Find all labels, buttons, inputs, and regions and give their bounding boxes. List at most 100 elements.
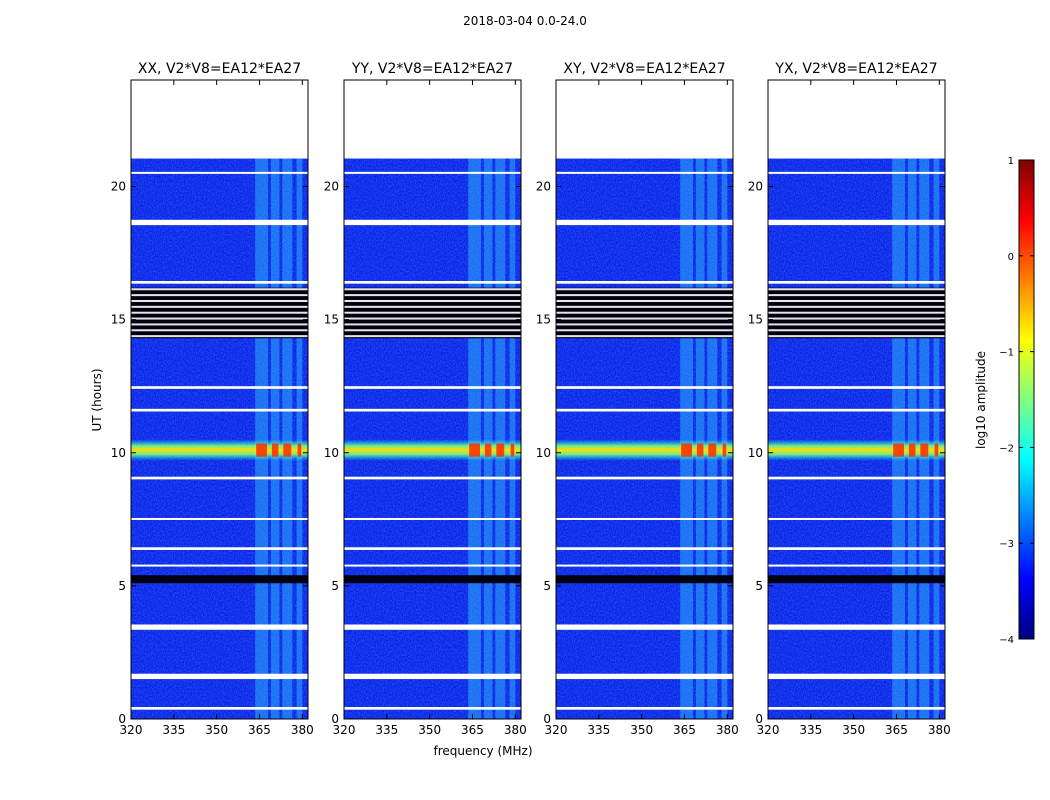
rfi-hotspot [908,443,916,457]
panel-3: YX, V2*V8=EA12*EA27 320 335 350 365 380 0 5 10 15… [748,61,951,737]
x-tick-label: 365 [461,723,484,737]
waterfall-noise [344,158,521,719]
flag-gap [131,547,308,550]
flag-gap [344,517,521,520]
flag-gap [556,476,733,480]
rfi-hotspot [934,443,939,457]
flag-gap [344,624,521,630]
rfi-column [255,158,269,719]
x-tick-label: 335 [375,723,398,737]
colorbar: 1 0 −1 −2 −3 −4 log10 amplitude [974,156,1035,646]
rfi-hotspot [297,443,302,457]
flag-line [344,329,521,332]
flag-gap [768,517,945,520]
flag-line [131,305,308,308]
y-tick-label: 15 [324,313,339,327]
x-tick-label: 335 [799,723,822,737]
axes-frame [343,79,522,720]
x-tick-label: 350 [205,723,228,737]
flag-gap [131,171,308,174]
flag-gap [556,624,733,630]
dark-band [556,575,733,584]
flag-gap [556,547,733,550]
y-tick-label: 5 [543,579,551,593]
flag-line [344,288,521,291]
rfi-hotspot [510,443,515,457]
rfi-column [483,158,493,719]
flag-gap [131,476,308,480]
y-tick-label: 0 [118,712,126,726]
axes-frame [555,79,734,720]
flag-gap [556,386,733,389]
y-tick-label: 10 [536,446,551,460]
rfi-band [131,439,308,461]
waterfall-noise [768,158,945,719]
colorbar-tick-label: 0 [1008,252,1014,263]
rfi-hotspot [469,443,481,457]
y-tick-label: 20 [748,180,763,194]
flag-line [768,305,945,308]
flag-gap [131,673,308,680]
x-tick-label: 350 [630,723,653,737]
y-tick-label: 10 [111,446,126,460]
x-tick-label: 365 [248,723,271,737]
x-tick-label: 320 [333,723,356,737]
flag-gap [556,517,733,520]
flag-line [131,288,308,291]
y-tick-label: 15 [111,313,126,327]
flag-line [344,323,521,326]
flag-gap [768,171,945,174]
rfi-hotspot [893,443,905,457]
flag-gap [768,408,945,412]
rfi-hotspot [496,443,505,457]
flag-gap [556,673,733,680]
flag-line [768,317,945,320]
flag-line [556,288,733,291]
rfi-column [707,158,718,719]
y-tick-label: 5 [118,579,126,593]
flag-gap [131,281,308,284]
rfi-column [933,158,940,719]
rfi-hotspot [696,443,704,457]
rfi-column [296,158,303,719]
y-tick-label: 0 [755,712,763,726]
flag-line [344,294,521,297]
rfi-hotspot [256,443,268,457]
waterfall-noise [556,158,733,719]
flag-line [131,323,308,326]
panel-title: YX, V2*V8=EA12*EA27 [774,61,937,77]
flag-gap [556,564,733,567]
flag-line [556,305,733,308]
flag-gap [768,476,945,480]
colorbar-tick-label: 1 [1008,156,1014,167]
flag-line [556,311,733,314]
panel-title: XY, V2*V8=EA12*EA27 [563,61,725,77]
flag-line [131,335,308,338]
flag-gap [556,408,733,412]
x-tick-label: 365 [885,723,908,737]
x-tick-label: 380 [291,723,314,737]
rfi-column [282,158,293,719]
y-tick-label: 20 [111,180,126,194]
y-axis-label: UT (hours) [90,368,104,431]
y-tick-label: 5 [755,579,763,593]
rfi-band [344,439,521,461]
y-tick-label: 0 [331,712,339,726]
x-tick-label: 380 [504,723,527,737]
flag-gap [131,408,308,412]
flag-line [344,311,521,314]
rfi-hotspot [708,443,717,457]
x-tick-label: 350 [842,723,865,737]
flag-gap [131,624,308,630]
flag-gap [768,547,945,550]
flag-line [556,294,733,297]
flag-line [768,335,945,338]
rfi-column [468,158,482,719]
panel-2: XY, V2*V8=EA12*EA27 320 335 350 365 380 0 5 10 15… [536,61,739,737]
flag-line [768,288,945,291]
x-tick-label: 380 [928,723,951,737]
panel-1: YY, V2*V8=EA12*EA27 320 335 350 365 380 0 5 10 15… [324,61,527,737]
flag-gap [344,476,521,480]
flag-gap [131,564,308,567]
y-tick-label: 5 [331,579,339,593]
